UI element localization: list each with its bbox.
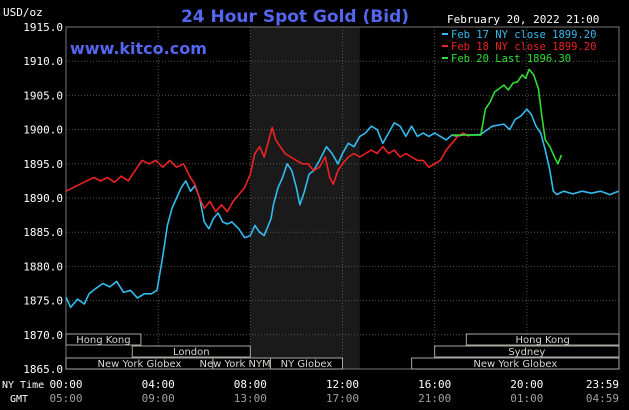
y-tick-label: 1870.0 xyxy=(23,329,63,342)
gmt-label: GMT xyxy=(10,394,28,405)
ny-time-tick: 00:00 xyxy=(49,378,82,391)
gmt-time-tick: 05:00 xyxy=(49,392,82,405)
series-line-2 xyxy=(65,126,470,213)
session-label: Sydney xyxy=(508,347,545,358)
session-label: New York Globex xyxy=(98,359,182,370)
y-tick-label: 1895.0 xyxy=(23,158,63,171)
gmt-time-tick: 17:00 xyxy=(326,392,359,405)
chart-title: 24 Hour Spot Gold (Bid) xyxy=(181,7,409,27)
website-label: www.kitco.com xyxy=(70,39,207,58)
series-line-1 xyxy=(65,108,619,309)
session-band xyxy=(269,357,343,370)
y-tick-label: 1890.0 xyxy=(23,192,63,205)
y-tick-label: 1900.0 xyxy=(23,124,63,137)
unit-label: USD/oz xyxy=(3,6,43,19)
ny-time-tick: 23:59 xyxy=(586,378,619,391)
gmt-time-tick: 21:00 xyxy=(418,392,451,405)
session-label: London xyxy=(173,347,210,358)
ny-time-tick: 16:00 xyxy=(418,378,451,391)
session-band xyxy=(131,345,251,358)
y-tick-label: 1880.0 xyxy=(23,260,63,273)
session-label: Hong Kong xyxy=(76,335,130,346)
session-label: New York NYMEX xyxy=(200,359,285,370)
y-axis-tick-labels: 1865.0 1870.0 1875.0 1880.0 1885.0 1890.0 1895… xyxy=(23,21,63,376)
chart-date: February 20, 2022 21:00 xyxy=(447,13,599,26)
legend-entry: Feb 17 NY close 1899.20 xyxy=(451,29,596,41)
ny-time-tick: 20:00 xyxy=(510,378,543,391)
session-band xyxy=(411,357,620,370)
legend-entry: Feb 18 NY close 1899.20 xyxy=(451,41,596,53)
session-label: Hong Kong xyxy=(515,335,569,346)
price-series xyxy=(65,68,619,309)
ny-time-tick: 04:00 xyxy=(142,378,175,391)
y-tick-label: 1905.0 xyxy=(23,89,63,102)
session-band xyxy=(465,333,620,346)
ny-time-tick: 08:00 xyxy=(234,378,267,391)
gmt-time-tick: 04:59 xyxy=(586,392,619,405)
ny-time-tick: 12:00 xyxy=(326,378,359,391)
session-band xyxy=(65,333,142,346)
trading-hours-shade xyxy=(250,27,360,369)
y-tick-label: 1915.0 xyxy=(23,21,63,34)
y-tick-label: 1875.0 xyxy=(23,295,63,308)
y-tick-label: 1910.0 xyxy=(23,55,63,68)
session-band xyxy=(434,345,620,358)
y-tick-label: 1865.0 xyxy=(23,363,63,376)
gmt-time-tick: 13:00 xyxy=(234,392,267,405)
gmt-time-tick: 09:00 xyxy=(142,392,175,405)
session-label: NY Globex xyxy=(281,359,333,370)
y-tick-label: 1885.0 xyxy=(23,226,63,239)
series-line-3 xyxy=(451,68,563,165)
gmt-time-tick: 01:00 xyxy=(510,392,543,405)
session-label: New York Globex xyxy=(473,359,557,370)
legend-entry: Feb 20 Last 1896.30 xyxy=(451,53,571,65)
ny-time-label: NY Time xyxy=(2,380,44,391)
